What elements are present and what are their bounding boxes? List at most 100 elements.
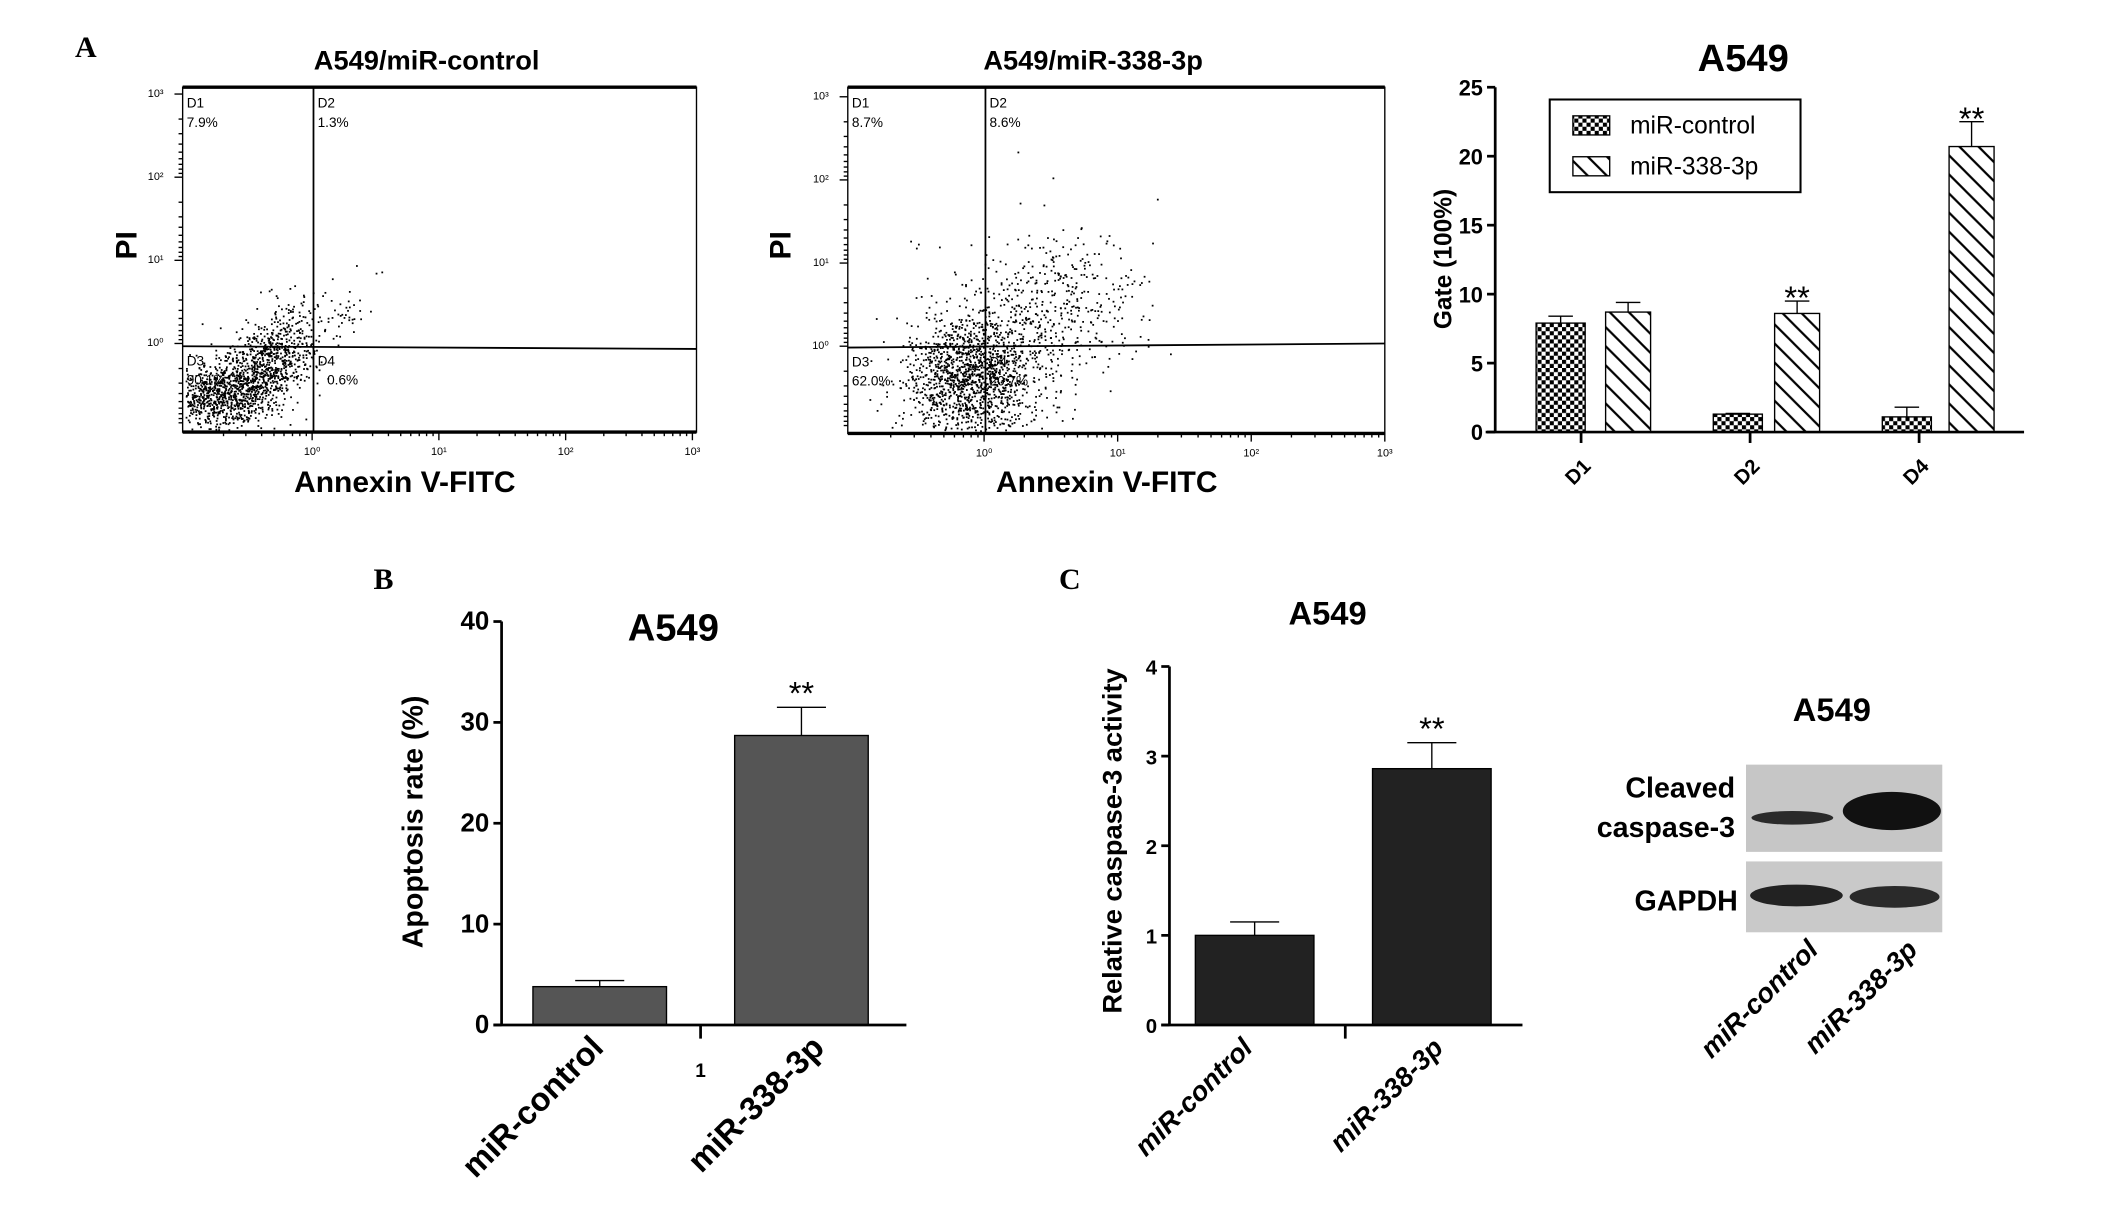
event-dot: [322, 295, 324, 297]
event-dot: [1035, 279, 1038, 282]
event-dot: [980, 407, 983, 409]
event-dot: [1022, 335, 1025, 338]
event-dot: [239, 407, 242, 409]
event-dot: [1003, 380, 1005, 383]
event-dot: [1080, 274, 1083, 276]
event-dot: [332, 337, 335, 340]
event-dot: [1033, 381, 1036, 384]
event-dot: [991, 365, 994, 368]
event-dot: [261, 392, 264, 395]
event-dot: [953, 402, 956, 405]
event-dot: [1017, 366, 1020, 369]
event-dot: [988, 407, 991, 410]
event-dot: [974, 426, 976, 429]
event-dot: [1080, 297, 1083, 299]
event-dot: [261, 368, 264, 371]
event-dot: [287, 304, 290, 306]
event-dot: [1038, 389, 1040, 392]
event-dot: [254, 398, 257, 401]
event-dot: [962, 352, 965, 355]
chart-title: A549: [1288, 594, 1366, 631]
event-dot: [185, 395, 188, 398]
event-dot: [992, 390, 995, 393]
event-dot: [943, 343, 946, 345]
event-dot: [348, 319, 351, 322]
event-dot: [982, 407, 985, 410]
event-dot: [239, 351, 242, 354]
event-dot: [1033, 350, 1036, 353]
event-dot: [933, 342, 936, 345]
event-dot: [220, 395, 223, 398]
event-dot: [963, 340, 966, 343]
event-dot: [192, 404, 195, 407]
event-dot: [1060, 374, 1063, 377]
event-dot: [1044, 346, 1047, 349]
event-dot: [958, 359, 961, 362]
event-dot: [1045, 265, 1048, 268]
event-dot: [225, 400, 228, 403]
event-dot: [216, 384, 219, 387]
event-dot: [248, 387, 251, 390]
event-dot: [255, 376, 257, 379]
event-dot: [886, 391, 888, 394]
event-dot: [199, 373, 202, 375]
event-dot: [992, 367, 995, 370]
event-dot: [951, 373, 954, 376]
event-dot: [1058, 406, 1061, 409]
event-dot: [974, 411, 977, 414]
event-dot: [202, 391, 205, 394]
event-dot: [935, 403, 938, 405]
event-dot: [232, 368, 235, 371]
event-dot: [252, 385, 254, 387]
event-dot: [993, 331, 996, 334]
y-tick-label: 25: [1459, 75, 1483, 100]
event-dot: [958, 318, 961, 321]
event-dot: [263, 380, 265, 383]
event-dot: [222, 379, 225, 381]
event-dot: [267, 394, 270, 396]
event-dot: [973, 370, 976, 372]
event-dot: [969, 333, 972, 336]
event-dot: [1072, 305, 1075, 308]
event-dot: [1003, 374, 1006, 377]
event-dot: [950, 334, 953, 337]
band-control-cleaved: [1751, 810, 1834, 825]
event-dot: [242, 371, 245, 374]
y-tick-label: 10¹: [813, 257, 829, 269]
event-dot: [286, 388, 289, 391]
event-dot: [944, 429, 947, 432]
event-dot: [256, 364, 259, 367]
event-dot: [271, 369, 274, 371]
event-dot: [958, 367, 961, 369]
event-dot: [289, 362, 292, 365]
event-dot: [980, 396, 983, 399]
event-dot: [936, 408, 939, 410]
event-dot: [960, 395, 963, 398]
event-dot: [968, 377, 971, 380]
event-dot: [264, 389, 267, 392]
event-dot: [1009, 425, 1012, 428]
event-dot: [259, 396, 262, 398]
event-dot: [305, 418, 308, 421]
event-dot: [980, 430, 982, 433]
event-dot: [1006, 355, 1009, 357]
event-dot: [917, 325, 919, 328]
event-dot: [244, 378, 247, 381]
event-dot: [229, 380, 232, 383]
event-dot: [1016, 389, 1018, 392]
event-dot: [958, 327, 961, 330]
event-dot: [919, 376, 922, 379]
event-dot: [252, 361, 255, 363]
event-dot: [1060, 314, 1063, 317]
event-dot: [1012, 321, 1015, 323]
event-dot: [1016, 283, 1019, 285]
event-dot: [256, 350, 259, 353]
event-dot: [1070, 370, 1073, 372]
event-dot: [1051, 259, 1054, 262]
event-dot: [277, 336, 280, 338]
event-dot: [191, 428, 194, 431]
event-dot: [284, 354, 287, 357]
event-dot: [956, 350, 958, 353]
event-dot: [195, 414, 198, 416]
event-dot: [261, 356, 264, 359]
